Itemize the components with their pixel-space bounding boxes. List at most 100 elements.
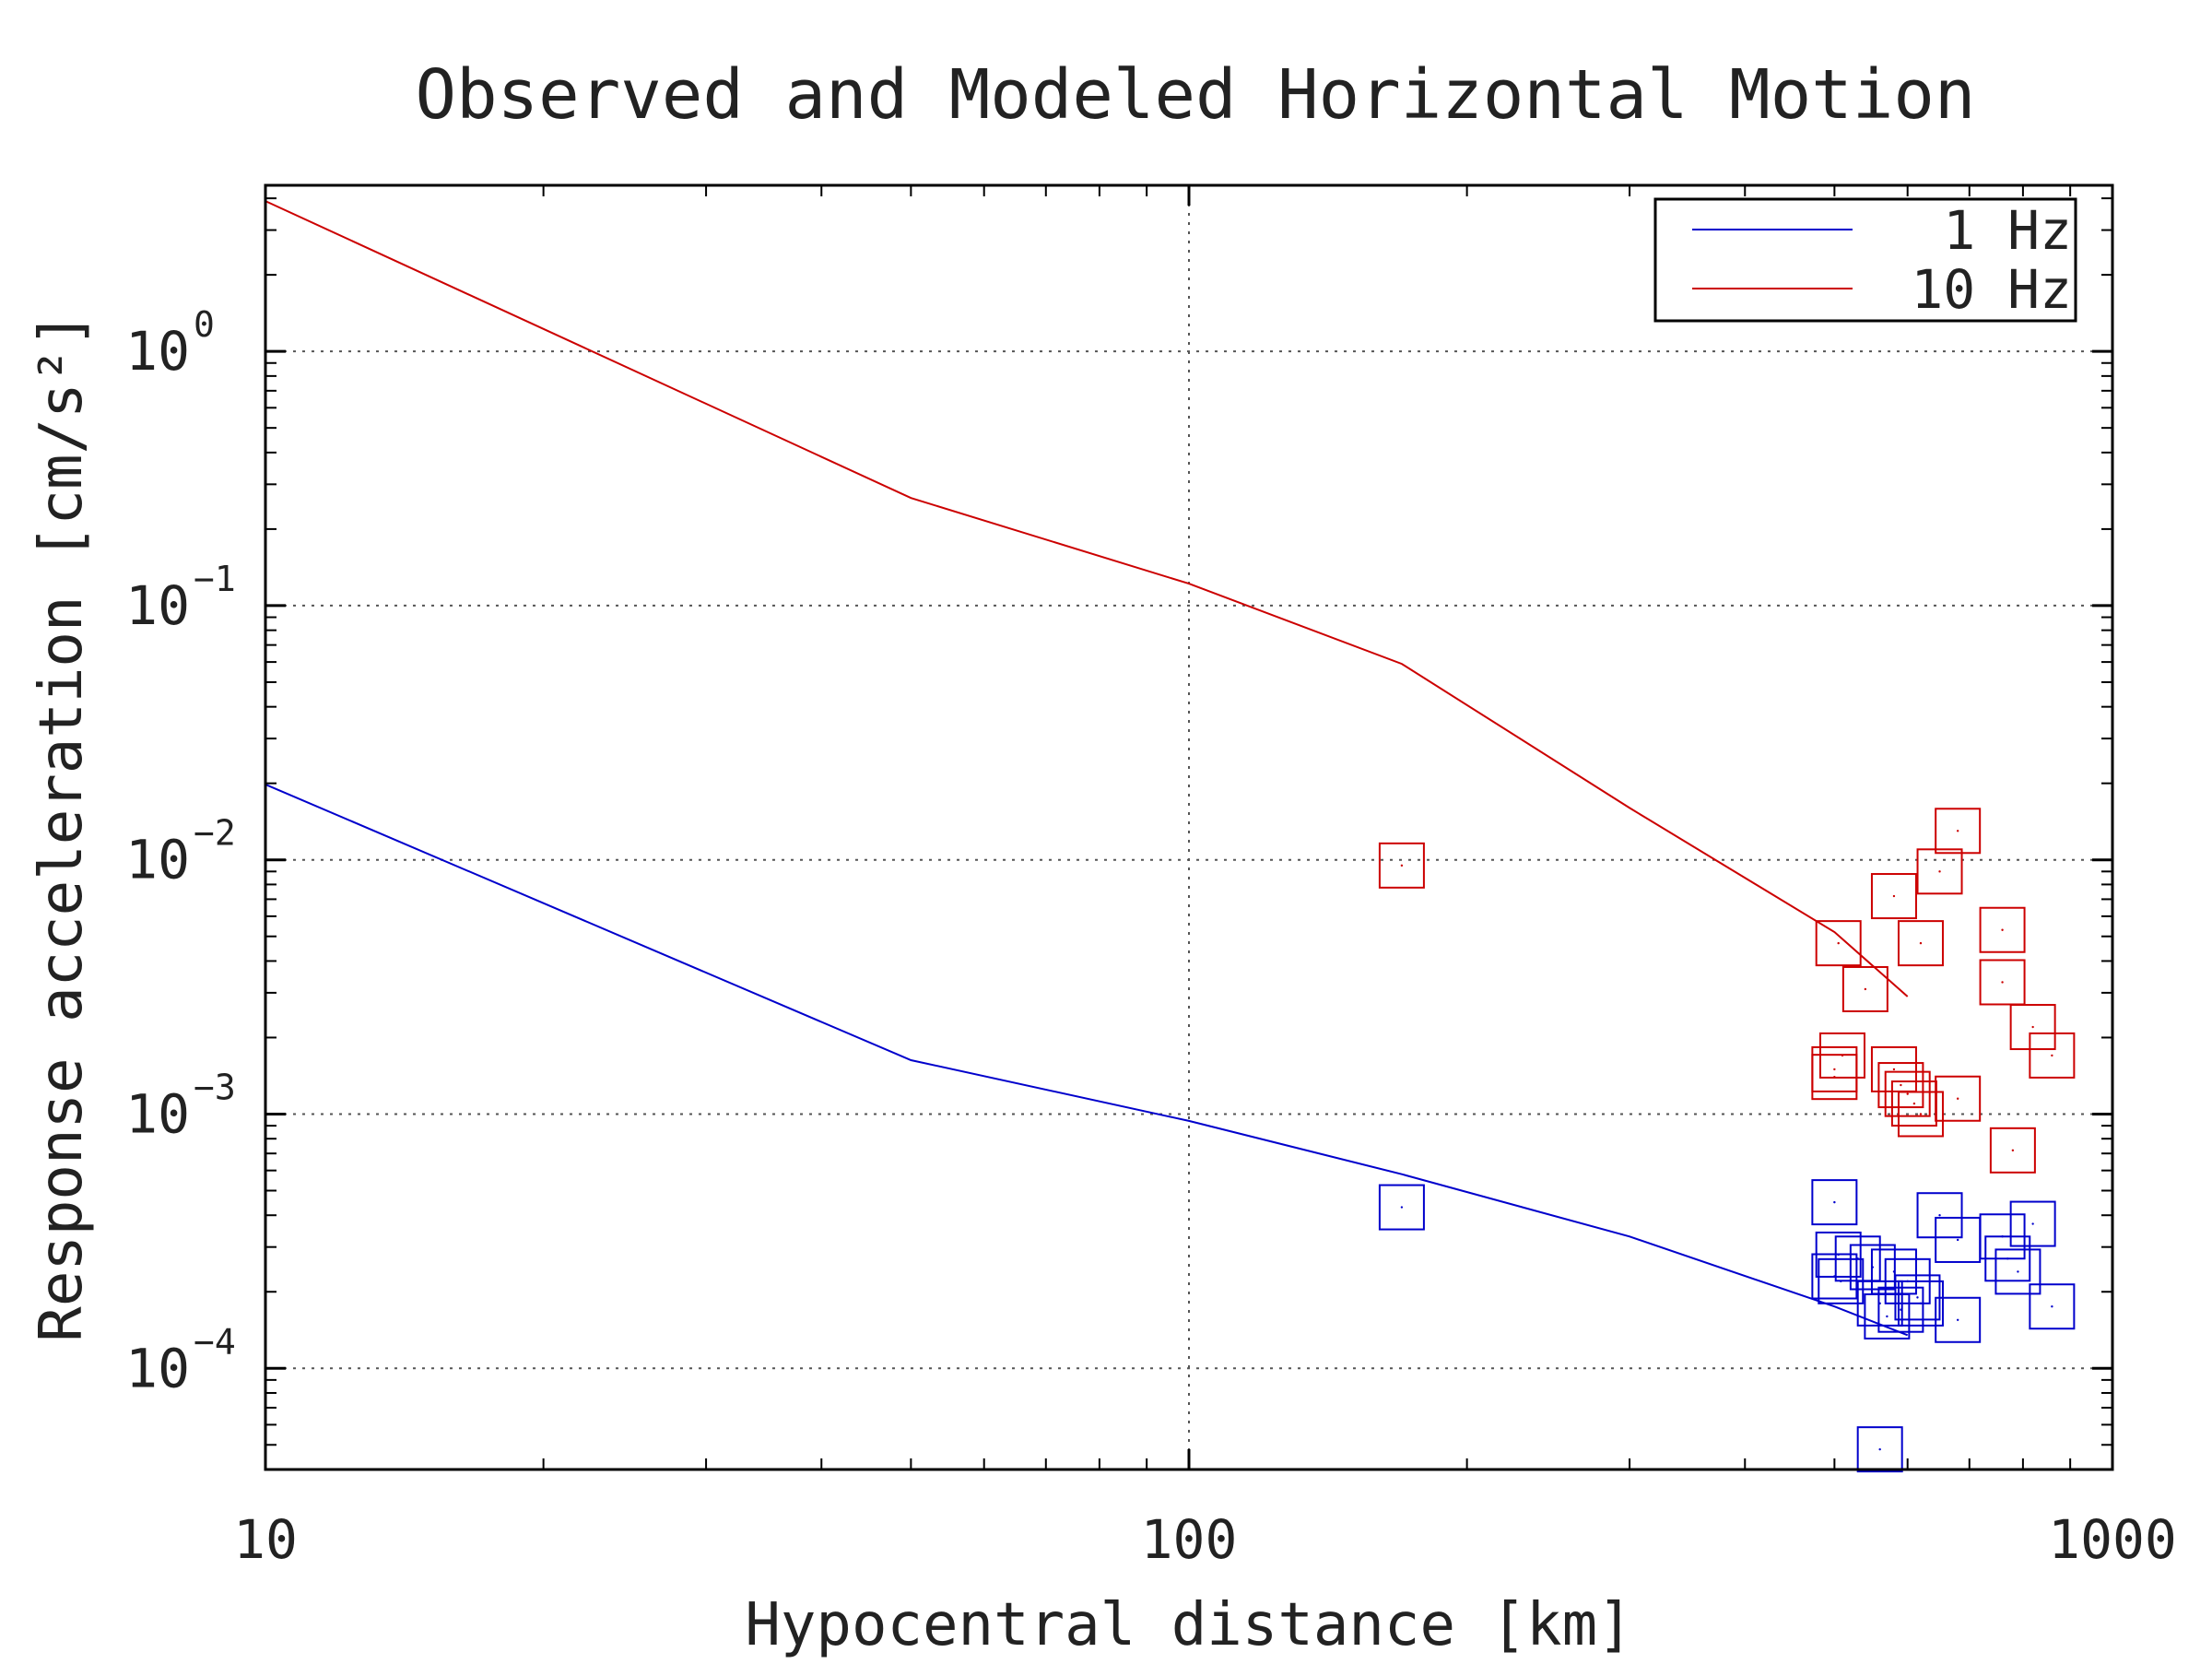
data-point-10hz: [1841, 965, 1888, 1012]
x-tick-label: 100: [1141, 1508, 1238, 1571]
data-point-10hz: [1979, 959, 2026, 1006]
data-point-1hz: [1811, 1179, 1858, 1226]
y-tick-label-base: 10: [125, 829, 190, 891]
x-tick-labels: 10 100 1000: [233, 1508, 2177, 1571]
data-point-1hz: [1870, 1248, 1917, 1295]
y-axis-label: Response acceleration [cm/s²]: [28, 312, 96, 1341]
data-point-10hz: [1897, 920, 1944, 967]
data-point-center-10hz: [2031, 1025, 2034, 1029]
y-tick-label: 10 0: [125, 304, 215, 383]
x-axis-label: Hypocentral distance [km]: [745, 1591, 1632, 1659]
data-point-center-10hz: [1900, 1083, 1902, 1087]
data-point-center-10hz: [1837, 941, 1840, 945]
chart-title: Observed and Modeled Horizontal Motion: [416, 55, 1976, 135]
data-point-1hz: [1897, 1280, 1944, 1327]
data-point-center-1hz: [1938, 1214, 1941, 1217]
x-tick-label: 1000: [2048, 1508, 2177, 1571]
data-point-center-10hz: [2001, 981, 2004, 984]
data-point-1hz: [1935, 1296, 1982, 1343]
y-tick-label: 10 −3: [125, 1067, 236, 1145]
grid-layer: [265, 185, 2112, 1469]
data-point-center-10hz: [1892, 894, 1896, 898]
data-point-center-1hz: [1878, 1447, 1881, 1451]
data-point-center-1hz: [1919, 1302, 1923, 1305]
legend: 1 Hz 10 Hz: [1653, 197, 2077, 323]
series-line-1hz: [265, 783, 1909, 1337]
data-point-center-1hz: [1916, 1296, 1919, 1299]
data-point-center-10hz: [1833, 1068, 1836, 1071]
data-point-10hz: [1935, 808, 1982, 855]
y-tick-label: 10 −4: [125, 1321, 236, 1399]
data-point-center-1hz: [1956, 1318, 1959, 1321]
data-point-center-10hz: [1956, 830, 1959, 832]
x-tick-label: 10: [233, 1508, 298, 1571]
data-point-10hz: [1870, 1045, 1917, 1092]
y-tick-label: 10 −2: [125, 813, 236, 891]
data-point-center-1hz: [1400, 1206, 1404, 1209]
y-tick-label-exponent: −4: [194, 1321, 236, 1362]
data-point-1hz: [1877, 1286, 1924, 1333]
data-point-center-10hz: [2001, 928, 2004, 931]
data-point-10hz: [1870, 873, 1917, 920]
data-point-center-10hz: [1400, 864, 1404, 867]
data-point-10hz: [1818, 1032, 1865, 1079]
data-point-center-1hz: [2006, 1257, 2009, 1260]
data-point-center-10hz: [1938, 870, 1941, 873]
data-point-center-10hz: [2011, 1149, 2015, 1152]
data-point-center-1hz: [1956, 1238, 1959, 1242]
data-point-1hz: [2029, 1283, 2076, 1330]
legend-box: [1653, 197, 2077, 323]
data-point-10hz: [2029, 1032, 2076, 1079]
data-point-1hz: [1984, 1235, 2031, 1282]
y-tick-label: 10 −1: [125, 559, 236, 637]
data-point-center-1hz: [2017, 1270, 2019, 1273]
data-point-10hz: [2009, 1004, 2056, 1051]
y-tick-label-exponent: −2: [194, 813, 236, 854]
y-tick-label-base: 10: [125, 1082, 190, 1145]
legend-label-10hz: 10 Hz: [1911, 258, 2072, 321]
data-point-10hz: [1815, 920, 1862, 967]
data-point-center-10hz: [2051, 1054, 2053, 1057]
data-point-1hz: [2009, 1200, 2056, 1247]
data-point-center-10hz: [1919, 941, 1923, 945]
data-point-center-10hz: [1919, 1113, 1923, 1115]
y-tick-label-base: 10: [125, 320, 190, 383]
data-point-1hz: [1916, 1192, 1963, 1239]
data-point-center-10hz: [1906, 1092, 1909, 1095]
data-point-center-10hz: [1956, 1097, 1959, 1100]
data-point-center-1hz: [2051, 1305, 2053, 1308]
data-point-center-10hz: [1912, 1102, 1916, 1105]
data-point-center-10hz: [1892, 1068, 1896, 1071]
series-points: [1378, 808, 2076, 1473]
data-point-center-1hz: [2031, 1222, 2034, 1225]
tick-marks: [264, 185, 2114, 1469]
data-point-center-1hz: [1833, 1200, 1836, 1204]
data-point-10hz: [1935, 1075, 1982, 1122]
legend-label-1hz: 1 Hz: [1943, 199, 2072, 262]
series-lines: [265, 200, 1909, 1337]
data-point-center-1hz: [1856, 1257, 1859, 1260]
y-tick-label-base: 10: [125, 574, 190, 637]
data-point-1hz: [1994, 1248, 2041, 1295]
y-tick-label-exponent: −3: [194, 1067, 236, 1107]
data-point-10hz: [1884, 1070, 1931, 1117]
y-tick-label-exponent: −1: [194, 559, 236, 599]
data-point-10hz: [1897, 1091, 1944, 1138]
data-point-10hz: [1916, 848, 1963, 895]
data-point-center-10hz: [1864, 987, 1867, 991]
data-point-10hz: [1979, 906, 2026, 953]
data-point-10hz: [1989, 1127, 2036, 1174]
data-point-center-1hz: [1892, 1270, 1896, 1273]
data-point-center-1hz: [1900, 1308, 1902, 1311]
data-point-center-10hz: [1841, 1054, 1844, 1057]
series-line-10hz: [265, 200, 1909, 997]
data-point-1hz: [1811, 1253, 1858, 1300]
data-point-1hz: [1378, 1184, 1425, 1231]
y-tick-label-exponent: 0: [194, 304, 215, 345]
data-point-10hz: [1877, 1062, 1924, 1109]
y-tick-label-base: 10: [125, 1337, 190, 1399]
data-point-center-1hz: [1886, 1315, 1888, 1318]
